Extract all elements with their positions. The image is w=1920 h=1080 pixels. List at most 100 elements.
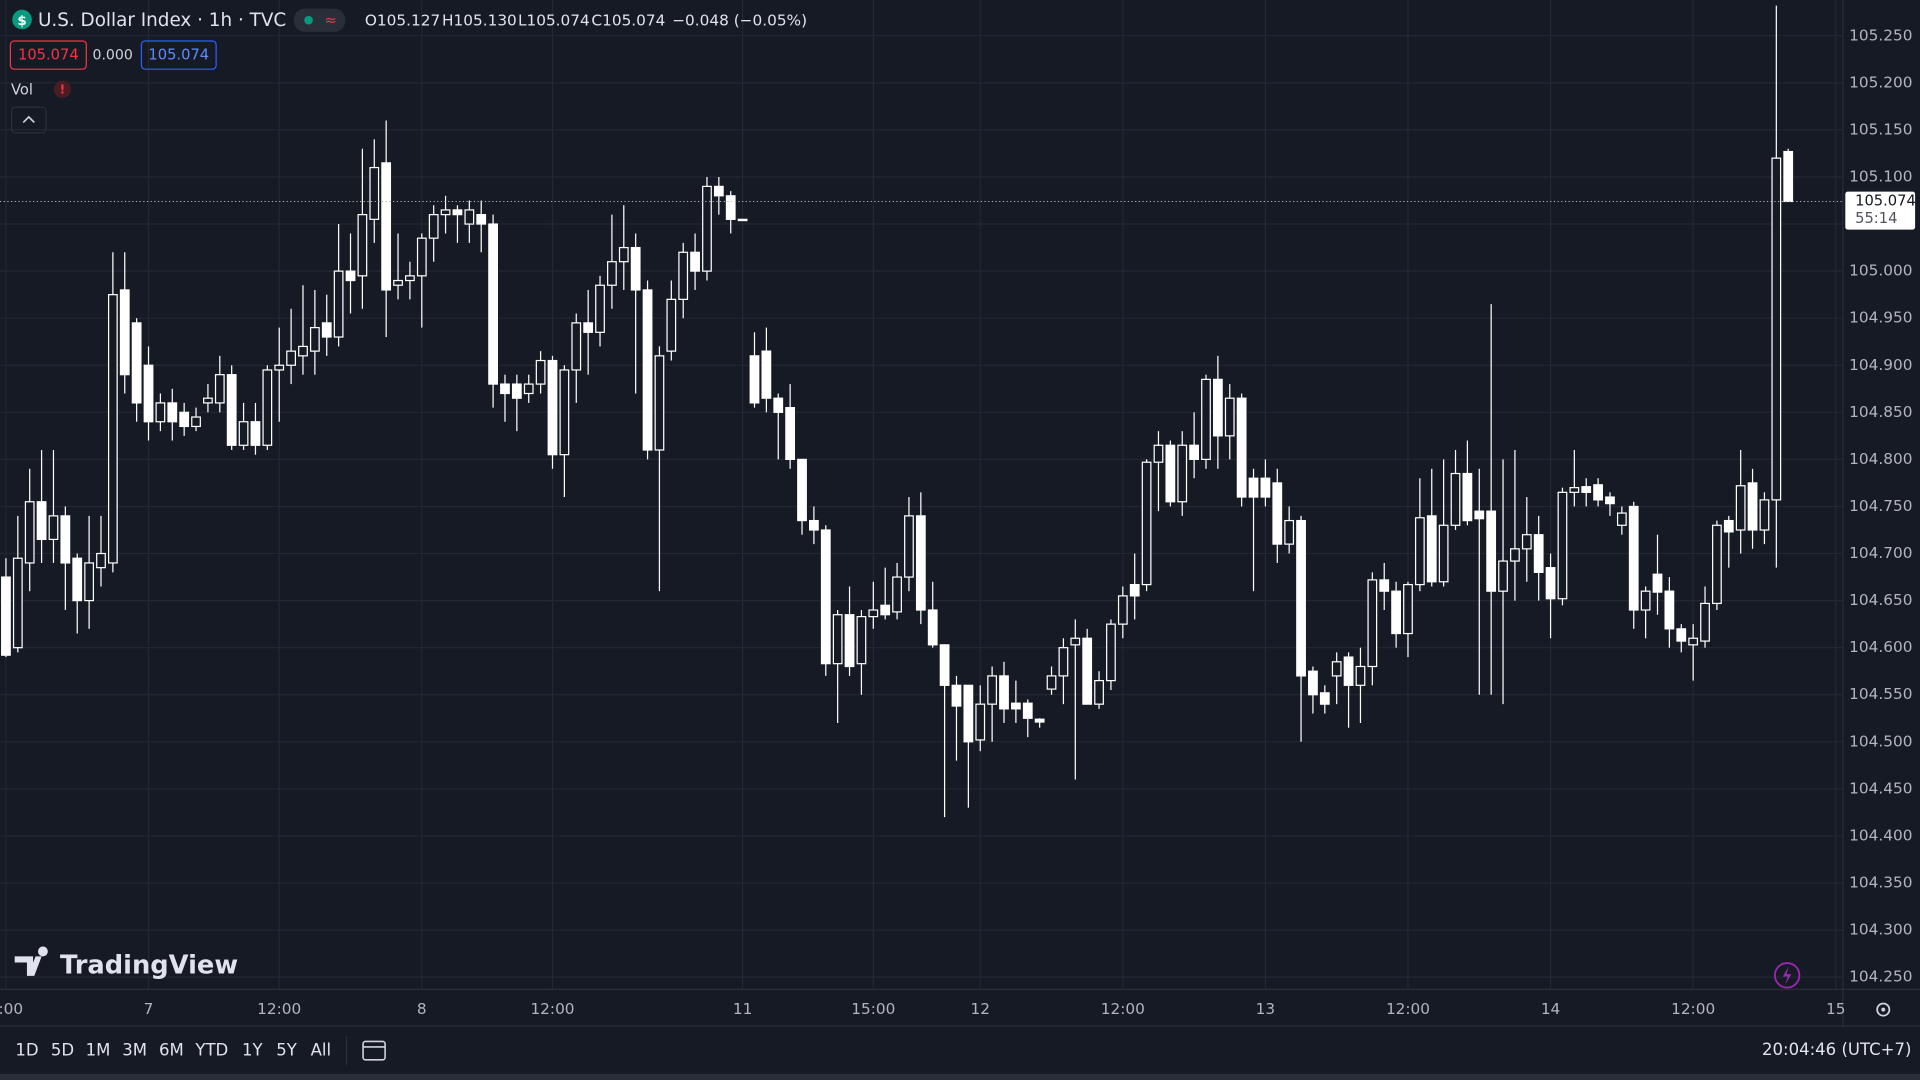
candle-body [203, 397, 213, 404]
ask-box[interactable] [140, 40, 217, 70]
candle-body [1319, 692, 1330, 705]
y-tick-label: 104.250 [1849, 968, 1912, 986]
candle-body [809, 519, 819, 531]
candle-body [488, 223, 498, 385]
bottom-strip [0, 1073, 1920, 1080]
candle-body [523, 383, 534, 395]
candle-body [749, 355, 760, 404]
candle-body [1308, 670, 1318, 696]
candle-body [927, 609, 938, 646]
candle-body [1367, 579, 1378, 668]
collapse-button[interactable] [11, 106, 47, 134]
candle-body [1426, 515, 1437, 583]
candle-body [654, 355, 665, 451]
candle-body [1403, 583, 1413, 635]
candle-body [618, 246, 629, 263]
axes: 104.250 104.300 104.350 104.400 104.450 104.5… [0, 26, 1916, 1018]
candle-body [1735, 485, 1746, 531]
candle-body [892, 576, 902, 613]
x-tick-label: 12 [971, 1000, 990, 1018]
candle-body [381, 162, 392, 291]
range-button[interactable]: 3M [122, 1041, 147, 1060]
candle-body [999, 675, 1009, 710]
settings-button[interactable] [1876, 1002, 1891, 1017]
candle-body [951, 684, 962, 707]
alert-icon[interactable] [53, 80, 72, 98]
range-toolbar: 1D 5D 1M 3M 6M YTD 1Y 5Y All [15, 1041, 331, 1060]
x-tick-label: 11 [733, 1000, 752, 1018]
y-tick-label: 104.300 [1849, 921, 1912, 939]
goto-date-button[interactable] [362, 1040, 386, 1061]
symbol-icon-text: $ [17, 14, 26, 29]
candle-body [131, 322, 142, 404]
ohlc-open: O105.127 [365, 11, 440, 29]
candle-body [214, 374, 225, 404]
candle-body [559, 369, 570, 456]
candle-body [1201, 378, 1211, 461]
range-button[interactable]: 1D [15, 1041, 38, 1060]
status-pill[interactable] [293, 8, 346, 32]
y-tick-label: 104.350 [1849, 874, 1912, 892]
flash-button[interactable] [1773, 962, 1801, 989]
candle-body [1082, 637, 1093, 705]
candle-body [369, 166, 380, 220]
y-tick-label: 105.250 [1849, 26, 1912, 44]
candle-body [238, 421, 249, 446]
candle-body [96, 552, 106, 569]
candle-body [1628, 505, 1639, 611]
candle-body [84, 562, 95, 602]
candle-body [464, 209, 475, 225]
y-tick-label: 104.450 [1849, 779, 1912, 797]
candle-body [191, 416, 201, 428]
candle-body [500, 383, 510, 395]
candle-body [1141, 461, 1152, 586]
candle-body [119, 289, 130, 376]
candle-body [642, 289, 653, 451]
candle-body [1, 576, 11, 656]
range-button[interactable]: 6M [159, 1041, 184, 1060]
range-button[interactable]: All [311, 1041, 331, 1060]
clock[interactable]: 20:04:46 (UTC+7) [1762, 1040, 1911, 1059]
bid-price: 105.074 [18, 47, 79, 64]
candle-body [868, 609, 879, 618]
x-tick-label: 12:00 [1671, 1000, 1715, 1018]
y-tick-label: 104.900 [1849, 356, 1912, 374]
candle-body [1474, 510, 1485, 520]
candle-body [904, 515, 914, 578]
range-button[interactable]: 1Y [242, 1041, 264, 1060]
candle-body [1379, 579, 1390, 592]
candle-body [452, 209, 463, 216]
candle-body [345, 270, 356, 282]
candle-body [440, 209, 451, 216]
candle-body [60, 515, 71, 564]
candle-body [1165, 444, 1176, 503]
candle-body [179, 411, 190, 428]
candle-body [48, 515, 59, 541]
candle-body [773, 397, 784, 413]
range-button[interactable]: YTD [194, 1041, 228, 1060]
bid-box[interactable] [9, 40, 87, 70]
candle-body [1177, 444, 1188, 503]
x-tick-label: 14 [1541, 1000, 1560, 1018]
range-button[interactable]: 1M [86, 1041, 111, 1060]
range-button[interactable]: 5Y [276, 1041, 298, 1060]
ohlc-low: L105.074 [518, 11, 590, 29]
candle-body [1664, 590, 1675, 630]
candle-body [1046, 675, 1057, 690]
symbol-title[interactable]: U.S. Dollar Index · 1h · TVC [38, 10, 286, 31]
candle-body [1486, 510, 1497, 592]
flash-icon [1782, 966, 1792, 985]
y-tick-label: 104.950 [1849, 309, 1912, 327]
range-button[interactable]: 5D [51, 1041, 74, 1060]
candle-body [1498, 560, 1508, 592]
countdown-label: 55:14 [1855, 210, 1897, 227]
candle-body [1462, 472, 1473, 522]
candle-body [511, 383, 522, 399]
candle-body [12, 557, 23, 649]
x-tick-label: 15 [1826, 1000, 1845, 1018]
indicator-name[interactable]: Vol [11, 82, 33, 99]
candle-body [1521, 534, 1532, 550]
candle-body [1355, 665, 1366, 686]
